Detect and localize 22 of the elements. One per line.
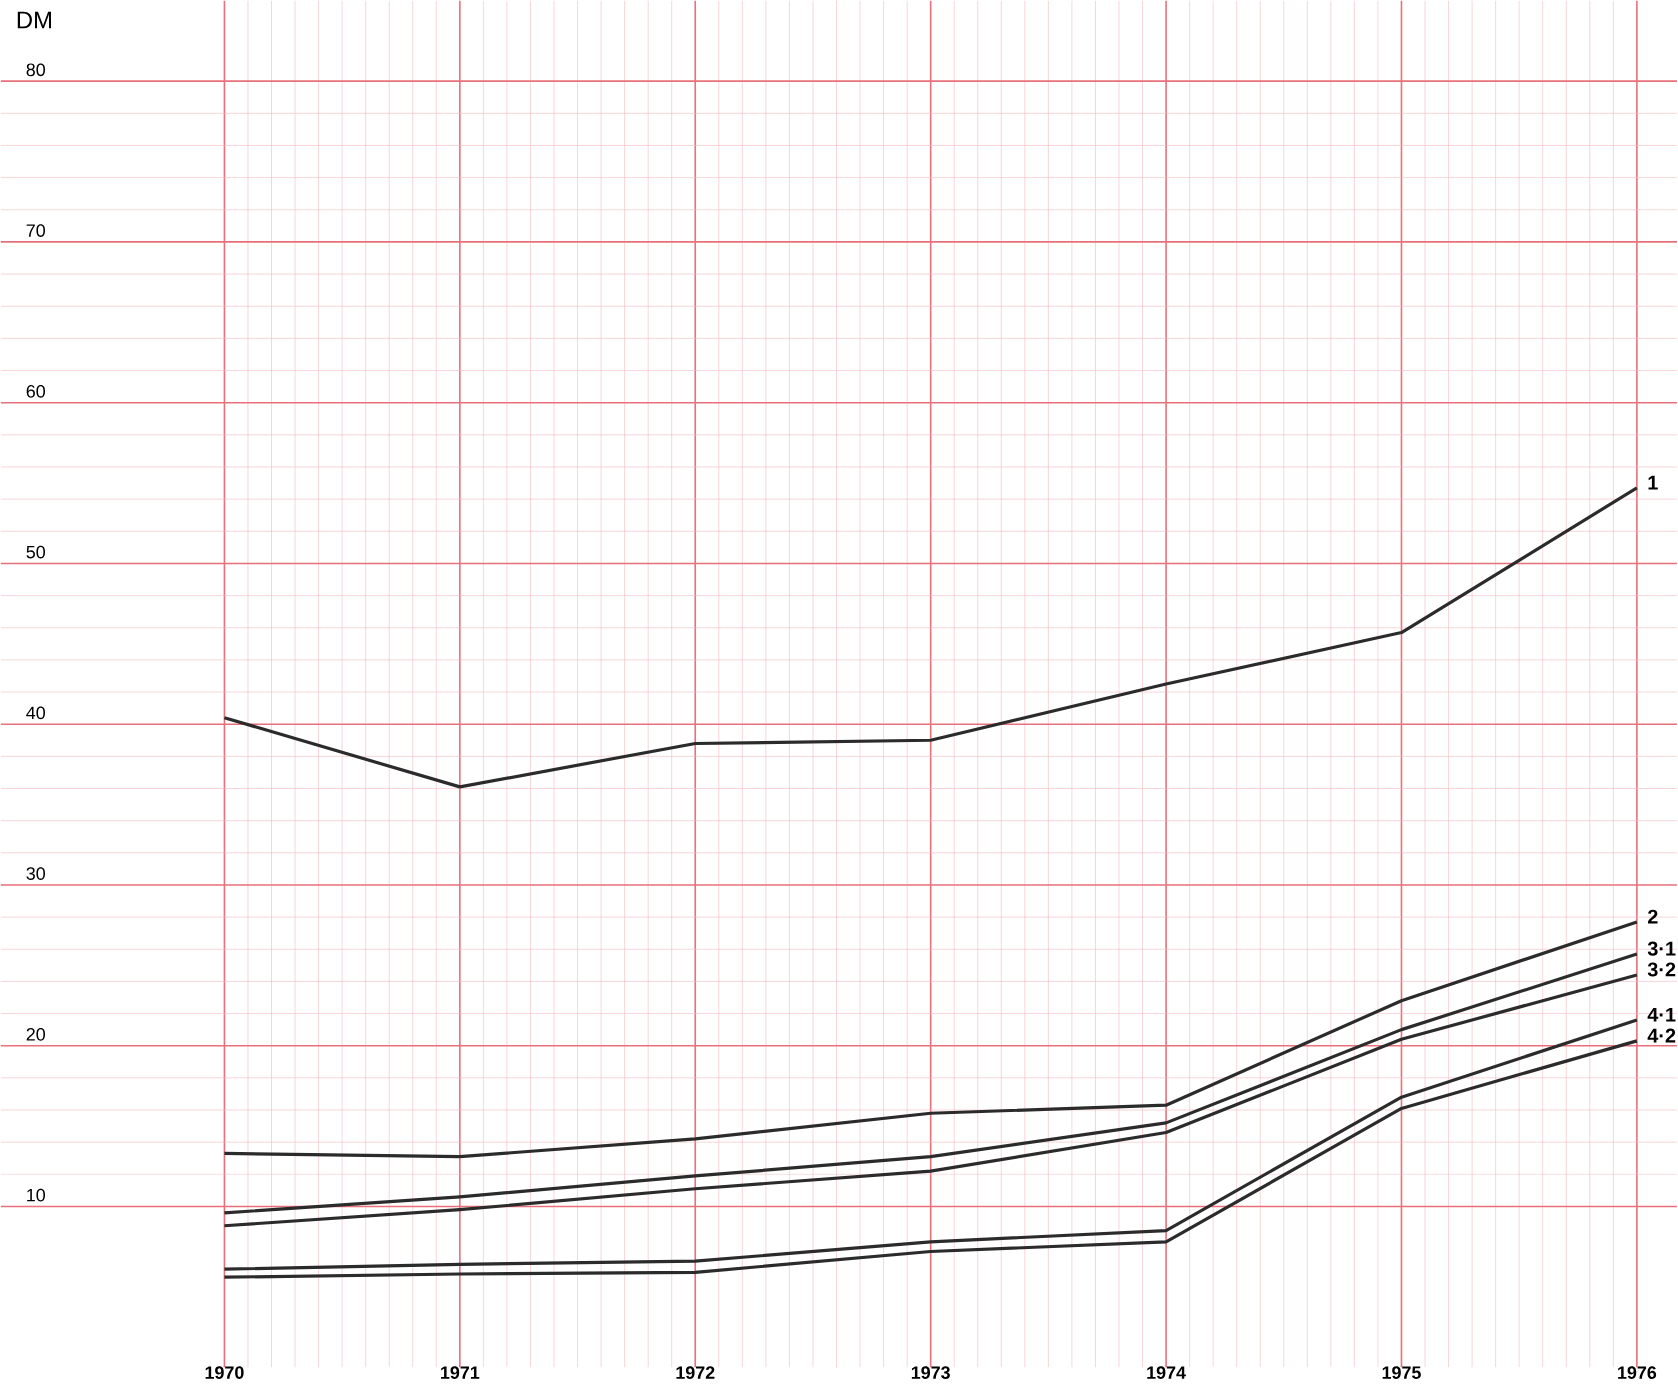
x-tick-label: 1975 — [1382, 1366, 1421, 1380]
x-tick-label: 1970 — [205, 1366, 244, 1380]
series-label: 3·2 — [1647, 962, 1676, 977]
x-tick-label: 1971 — [441, 1366, 480, 1380]
y-tick-label: 40 — [26, 706, 46, 720]
y-tick-label: 60 — [26, 385, 46, 398]
series-label: 3·1 — [1647, 941, 1676, 956]
y-tick-label: 80 — [26, 63, 46, 77]
x-tick-label: 1976 — [1618, 1366, 1657, 1380]
y-tick-label: 10 — [27, 1188, 46, 1202]
series-label: 4·1 — [1647, 1008, 1676, 1022]
series-label: 1 — [1648, 475, 1658, 490]
y-tick-label: 70 — [26, 224, 46, 238]
x-tick-label: 1973 — [911, 1366, 950, 1380]
y-tick-label: 20 — [26, 1028, 46, 1041]
x-tick-label: 1974 — [1147, 1366, 1186, 1380]
x-tick-label: 1972 — [676, 1366, 715, 1380]
y-tick-label: 30 — [26, 867, 46, 881]
y-axis-title: DM — [17, 12, 51, 29]
y-tick-label: 50 — [26, 545, 46, 559]
series-label: 2 — [1647, 909, 1658, 924]
series-label: 4·2 — [1647, 1028, 1676, 1043]
